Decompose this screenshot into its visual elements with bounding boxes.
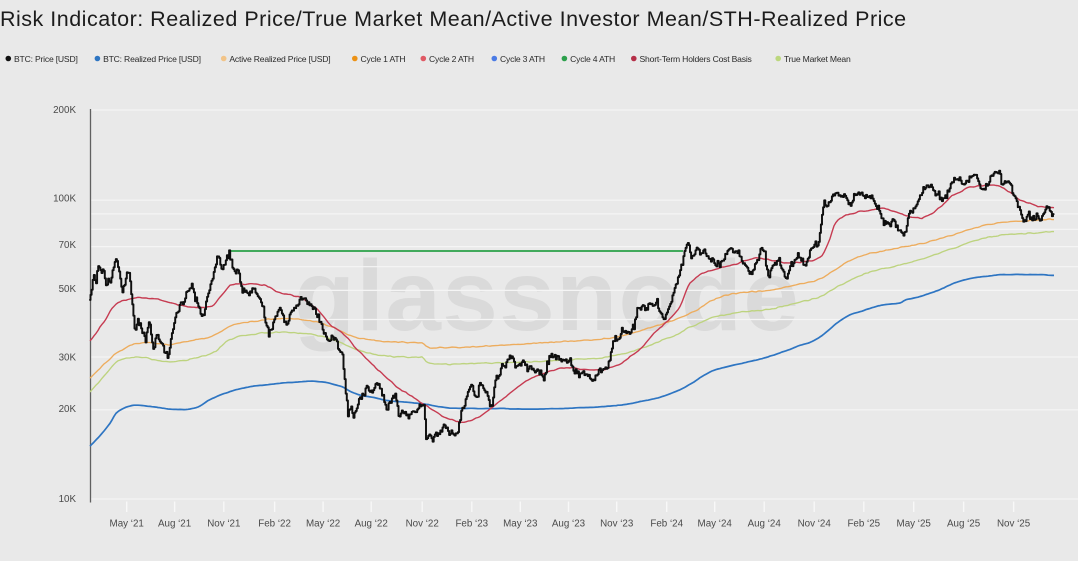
svg-text:100K: 100K <box>53 193 76 204</box>
svg-text:Cycle 4 ATH: Cycle 4 ATH <box>570 54 615 64</box>
svg-text:20K: 20K <box>59 404 77 415</box>
svg-text:May ‘23: May ‘23 <box>503 519 538 530</box>
svg-text:Cycle 3 ATH: Cycle 3 ATH <box>500 54 545 64</box>
svg-text:50K: 50K <box>59 284 77 295</box>
svg-text:Feb ‘23: Feb ‘23 <box>455 519 488 530</box>
svg-text:BTC: Realized Price [USD]: BTC: Realized Price [USD] <box>103 54 201 64</box>
svg-text:Feb ‘24: Feb ‘24 <box>650 519 683 530</box>
svg-text:May ‘25: May ‘25 <box>897 519 932 530</box>
svg-text:30K: 30K <box>59 353 77 364</box>
svg-text:Nov ‘25: Nov ‘25 <box>997 519 1031 530</box>
svg-text:Nov ‘22: Nov ‘22 <box>406 519 439 530</box>
svg-text:May ‘21: May ‘21 <box>110 519 144 530</box>
svg-text:Feb ‘22: Feb ‘22 <box>258 519 291 530</box>
svg-text:Short-Term Holders Cost Basis: Short-Term Holders Cost Basis <box>640 54 752 64</box>
svg-text:Cycle 1 ATH: Cycle 1 ATH <box>361 54 406 64</box>
svg-text:Cycle 2 ATH: Cycle 2 ATH <box>429 54 474 64</box>
svg-text:Nov ‘24: Nov ‘24 <box>798 519 832 530</box>
svg-text:Aug ‘22: Aug ‘22 <box>355 519 388 530</box>
svg-text:May ‘24: May ‘24 <box>698 519 733 530</box>
svg-text:Aug ‘24: Aug ‘24 <box>748 519 782 530</box>
svg-text:Nov ‘23: Nov ‘23 <box>600 519 634 530</box>
svg-text:10K: 10K <box>59 494 77 505</box>
svg-text:Risk Indicator: Realized Price: Risk Indicator: Realized Price/True Mark… <box>0 7 907 31</box>
svg-text:Aug ‘23: Aug ‘23 <box>552 519 586 530</box>
svg-text:Nov ‘21: Nov ‘21 <box>207 519 240 530</box>
svg-text:Aug ‘21: Aug ‘21 <box>158 519 191 530</box>
svg-text:Aug ‘25: Aug ‘25 <box>947 519 981 530</box>
svg-text:May ‘22: May ‘22 <box>306 519 340 530</box>
svg-text:Feb ‘25: Feb ‘25 <box>847 519 880 530</box>
svg-text:Active Realized Price [USD]: Active Realized Price [USD] <box>229 54 330 64</box>
svg-text:True Market Mean: True Market Mean <box>784 54 851 64</box>
svg-text:BTC: Price [USD]: BTC: Price [USD] <box>14 54 78 64</box>
svg-text:70K: 70K <box>59 240 77 251</box>
svg-text:200K: 200K <box>53 105 76 116</box>
